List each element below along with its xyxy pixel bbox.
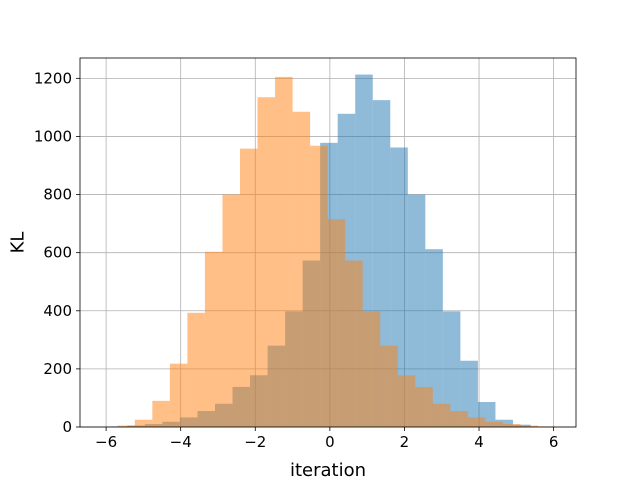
histogram-bar-series-2	[310, 145, 328, 427]
y-tick-label: 0	[62, 418, 72, 436]
x-tick-label: −6	[95, 433, 117, 451]
plot-frame	[79, 57, 577, 428]
histogram-bar-series-1	[407, 194, 426, 427]
axis-ticks: −6 −4 −2 0 2 4 6 0 200 400 600 800 1000 1200	[34, 69, 559, 451]
histogram-bar-series-2	[485, 421, 503, 427]
histogram-bar-series-2	[292, 111, 311, 428]
histogram-bar-series-2	[152, 400, 170, 427]
y-tick-label: 200	[43, 360, 72, 378]
histogram-bar-series-2	[327, 219, 346, 427]
x-tick-label: 2	[400, 433, 410, 451]
x-tick-label: 4	[474, 433, 484, 451]
histogram-bar-series-2	[345, 260, 363, 427]
histogram-bar-series-2	[204, 251, 223, 427]
histogram-bar-series-2	[397, 375, 416, 427]
histogram-bar-series-1	[442, 311, 461, 427]
histogram-bar-series-2	[502, 424, 521, 427]
x-tick-label: −2	[244, 433, 266, 451]
histogram-bar-series-2	[432, 403, 451, 427]
x-axis-label: iteration	[290, 460, 366, 480]
histogram-bar-series-2	[222, 194, 240, 427]
x-tick-label: 0	[325, 433, 335, 451]
histogram-bar-series-2	[239, 148, 258, 427]
y-tick-label: 1200	[34, 69, 72, 87]
histogram-bar-series-2	[275, 76, 293, 427]
histogram-bar-series-2	[415, 386, 433, 427]
histogram-bar-series-1	[460, 360, 478, 427]
histogram-bar-series-2	[467, 417, 486, 427]
y-tick-label: 400	[43, 302, 72, 320]
histogram-bar-series-2	[380, 345, 398, 427]
histogram-bar-series-2	[450, 411, 468, 427]
histogram-bars	[109, 74, 556, 428]
x-tick-label: −4	[170, 433, 192, 451]
histogram-bar-series-2	[257, 97, 276, 427]
histogram-bar-series-2	[117, 425, 135, 427]
histogram-bar-series-1	[425, 249, 443, 427]
y-axis-label: KL	[8, 232, 29, 254]
histogram-bar-series-2	[520, 425, 538, 427]
x-tick-label: 6	[549, 433, 559, 451]
histogram-bar-series-1	[495, 419, 513, 427]
y-tick-label: 1000	[34, 127, 72, 145]
y-tick-label: 800	[43, 186, 72, 204]
histogram-bar-series-2	[169, 363, 188, 427]
y-tick-label: 600	[43, 244, 72, 262]
histogram-bar-series-2	[187, 312, 205, 427]
histogram-bar-series-2	[362, 311, 381, 427]
histogram-bar-series-2	[134, 419, 153, 427]
